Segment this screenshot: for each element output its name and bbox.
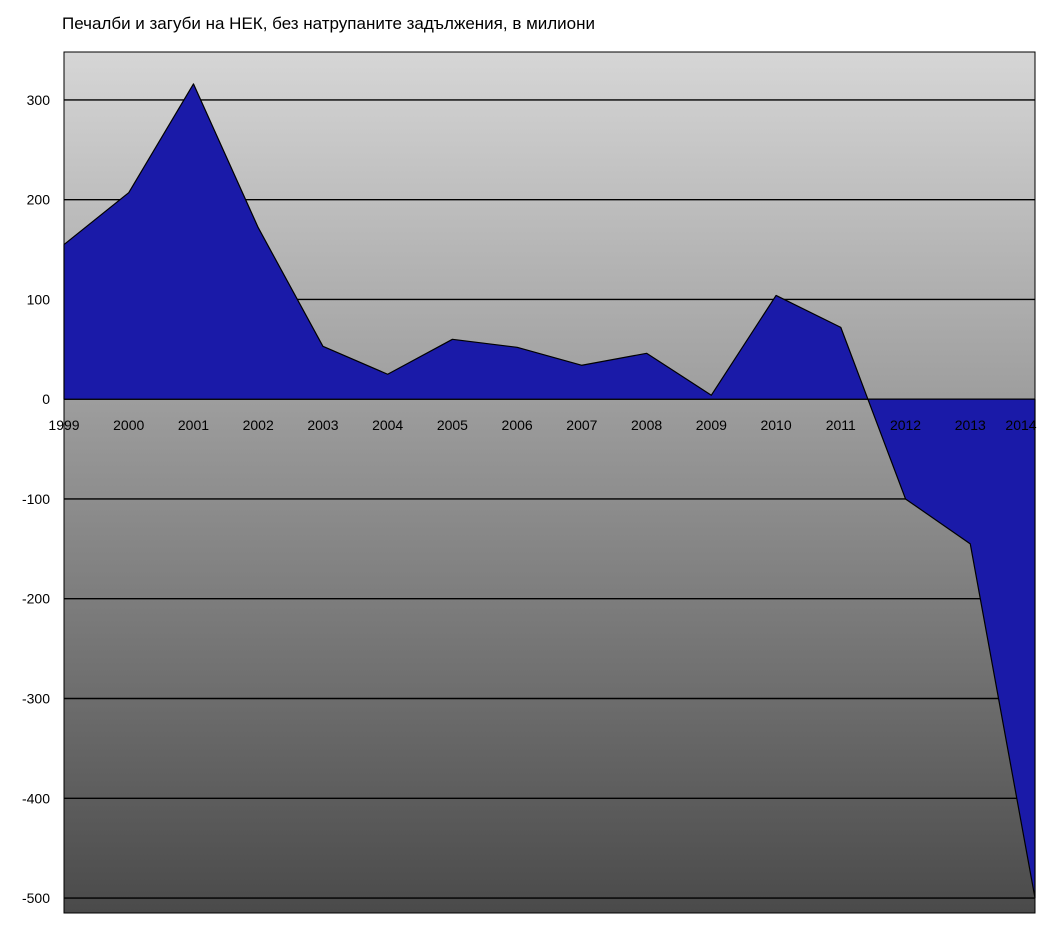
x-tick-label: 2001 <box>178 417 209 433</box>
x-tick-label: 2009 <box>696 417 727 433</box>
y-tick-label: -500 <box>22 890 50 906</box>
y-tick-label: 100 <box>27 291 51 307</box>
x-tick-label: 2013 <box>955 417 986 433</box>
area-series <box>63 83 1036 899</box>
y-tick-label: -100 <box>22 491 50 507</box>
y-tick-label: -400 <box>22 790 50 806</box>
y-tick-label: 200 <box>27 192 51 208</box>
x-tick-label: 2007 <box>566 417 597 433</box>
chart-title: Печалби и загуби на НЕК, без натрупаните… <box>62 14 596 33</box>
x-tick-label: 2011 <box>826 417 856 433</box>
x-tick-label: 2012 <box>890 417 921 433</box>
x-tick-label: 2008 <box>631 417 662 433</box>
x-tick-label: 1999 <box>48 417 79 433</box>
x-tick-label: 2010 <box>760 417 791 433</box>
x-tick-label: 2004 <box>372 417 403 433</box>
x-tick-label: 2006 <box>502 417 533 433</box>
y-tick-label: 300 <box>27 92 51 108</box>
x-tick-label: 2014 <box>1005 417 1036 433</box>
x-tick-label: 2005 <box>437 417 468 433</box>
x-tick-label: 2000 <box>113 417 144 433</box>
x-axis-ticks: 1999 2000 2001 2002 2003 2004 2005 2006 2007 2008… <box>48 417 1036 433</box>
y-axis-ticks: -500 -400 -300 -200 -100 0 100 200 300 <box>22 92 50 906</box>
y-tick-label: 0 <box>42 391 50 407</box>
y-tick-label: -300 <box>22 690 50 706</box>
y-tick-label: -200 <box>22 591 50 607</box>
x-tick-label: 2003 <box>307 417 338 433</box>
x-tick-label: 2002 <box>243 417 274 433</box>
